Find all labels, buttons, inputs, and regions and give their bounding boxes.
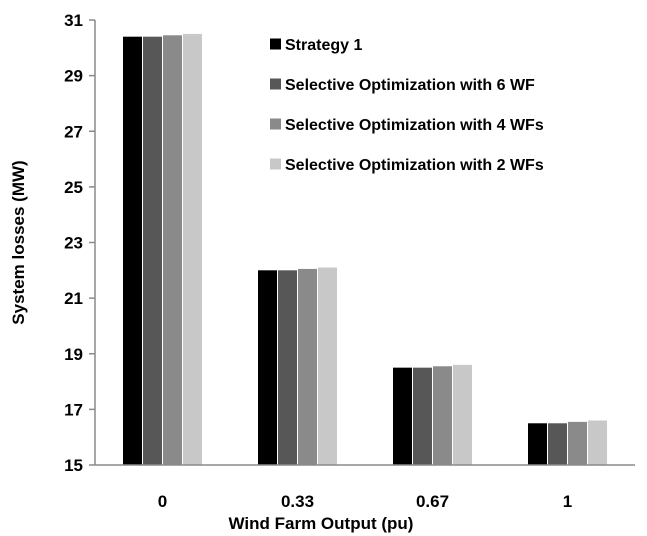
bar xyxy=(548,423,567,465)
y-tick-label: 21 xyxy=(64,289,83,308)
bar xyxy=(433,366,452,465)
bar xyxy=(258,270,277,465)
legend-swatch xyxy=(270,78,281,90)
y-ticks: 15 17 19 21 23 25 27 29 31 xyxy=(64,11,95,475)
bar xyxy=(453,364,472,465)
bar xyxy=(163,35,182,465)
y-tick-label: 15 xyxy=(64,456,83,475)
y-axis-title: System losses (MW) xyxy=(9,160,28,324)
legend-label: Selective Optimization with 4 WFs xyxy=(285,117,544,134)
bar xyxy=(183,33,202,465)
bar xyxy=(278,270,297,465)
bar xyxy=(298,268,317,465)
bars-layer xyxy=(123,33,607,465)
legend: Strategy 1 Selective Optimization with 6 … xyxy=(270,37,544,174)
bar xyxy=(143,36,162,465)
legend-label: Selective Optimization with 2 WFs xyxy=(285,157,544,174)
x-tick-label: 0.33 xyxy=(281,492,314,511)
bar xyxy=(393,367,412,465)
x-tick-label: 0.67 xyxy=(416,492,449,511)
legend-swatch xyxy=(270,158,281,170)
y-tick-label: 31 xyxy=(64,11,83,30)
legend-label: Selective Optimization with 6 WF xyxy=(285,77,535,94)
x-tick-label: 0 xyxy=(158,492,167,511)
y-tick-label: 27 xyxy=(64,122,83,141)
bar xyxy=(413,367,432,465)
x-axis-title: Wind Farm Output (pu) xyxy=(229,514,414,533)
legend-swatch xyxy=(270,118,281,130)
legend-label: Strategy 1 xyxy=(285,37,362,54)
bar xyxy=(568,421,587,465)
bar xyxy=(528,423,547,465)
y-tick-label: 29 xyxy=(64,67,83,86)
y-tick-label: 19 xyxy=(64,345,83,364)
x-tick-label: 1 xyxy=(563,492,572,511)
legend-swatch xyxy=(270,38,281,50)
y-tick-label: 17 xyxy=(64,400,83,419)
y-tick-label: 23 xyxy=(64,234,83,253)
bar xyxy=(588,420,607,465)
x-ticks: 0 0.33 0.67 1 xyxy=(158,492,572,511)
y-tick-label: 25 xyxy=(64,178,83,197)
bar xyxy=(123,36,142,465)
bar xyxy=(318,267,337,465)
